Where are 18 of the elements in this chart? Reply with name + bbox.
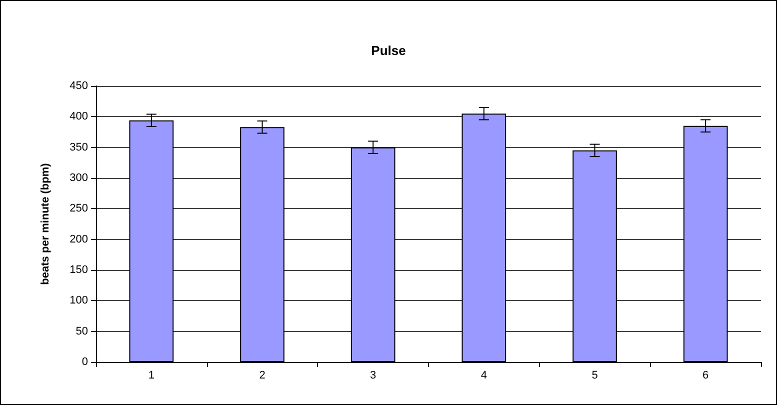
y-tick-label: 400 [70,110,88,123]
x-tick-label: 3 [370,370,376,382]
y-tick-label: 450 [70,80,88,92]
y-tick-label: 350 [70,141,88,154]
y-tick-label: 0 [82,356,88,368]
y-tick-label: 150 [70,264,88,276]
y-tick-label: 100 [70,294,88,307]
x-tick-label: 2 [259,370,266,382]
y-tick-label: 200 [70,233,88,246]
y-tick-label: 250 [70,202,88,215]
x-tick-label: 4 [480,370,487,382]
x-tick-label: 1 [148,370,154,382]
y-tick-label: 300 [70,172,88,184]
y-axis-title: beats per minute (bpm) [40,162,52,285]
chart-title: Pulse [371,43,406,58]
y-tick-label: 50 [76,325,88,338]
x-tick-label: 5 [592,370,598,382]
x-tick-label: 6 [702,370,709,382]
